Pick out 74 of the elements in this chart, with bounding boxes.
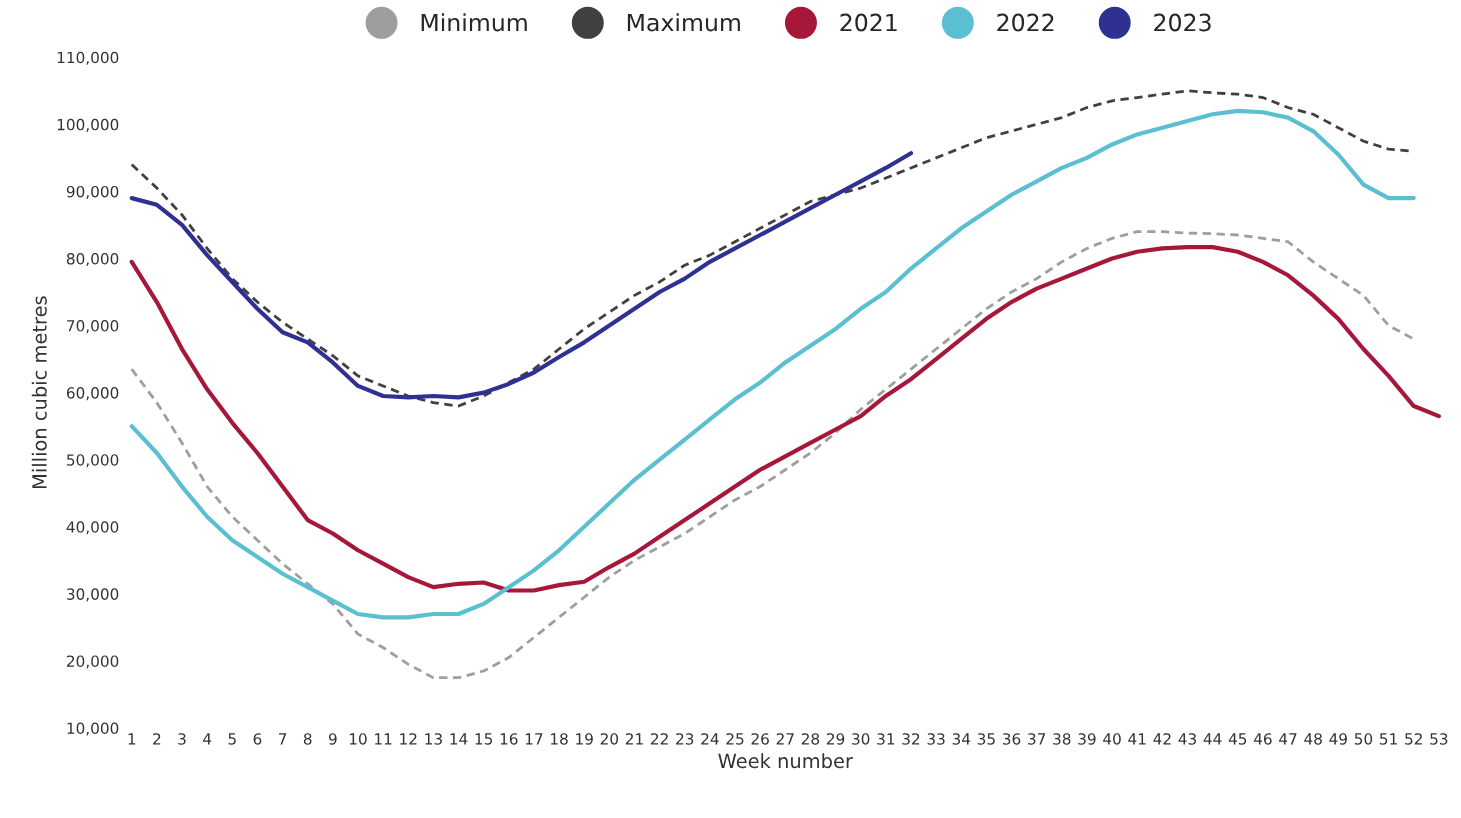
x-axis-title: Week number: [718, 753, 853, 769]
legend-label: 2021: [840, 13, 897, 32]
x-tick-label: 19: [576, 733, 593, 745]
x-tick-label: 50: [1354, 733, 1373, 745]
x-tick-label: 23: [676, 733, 694, 745]
x-tick-label: 40: [1103, 733, 1121, 745]
x-tick-label: 18: [551, 733, 568, 745]
x-tick-label: 27: [776, 733, 794, 745]
x-tick-label: 2: [153, 733, 161, 745]
y-tick-label: 80,000: [66, 252, 119, 267]
legend-label: Minimum: [421, 13, 527, 32]
x-tick-label: 9: [328, 733, 337, 745]
x-tick-label: 21: [625, 733, 643, 745]
x-tick-label: 15: [475, 733, 493, 745]
line-series: [129, 108, 1416, 620]
legend-label: 2023: [1154, 13, 1211, 32]
y-tick-label: 70,000: [67, 320, 119, 334]
x-tick-label: 22: [651, 733, 668, 745]
x-tick-label: 26: [751, 733, 769, 745]
x-tick-label: 3: [178, 733, 186, 745]
x-tick-label: 8: [303, 733, 312, 745]
x-tick-label: 46: [1253, 733, 1272, 745]
x-tick-label: 37: [1028, 733, 1046, 745]
legend-label: Maximum: [627, 13, 740, 32]
x-tick-label: 12: [400, 733, 417, 745]
x-tick-label: 28: [801, 733, 820, 745]
x-tick-label: 1: [128, 733, 136, 745]
x-tick-label: 42: [1153, 733, 1171, 745]
y-tick-label: 100,000: [57, 118, 119, 132]
x-tick-label: 53: [1430, 733, 1448, 745]
y-tick-label: 110,000: [57, 51, 119, 65]
x-tick-label: 31: [877, 733, 895, 745]
x-tick-label: 32: [902, 733, 920, 745]
x-tick-label: 20: [600, 733, 619, 745]
y-tick-label: 90,000: [66, 185, 119, 199]
x-tick-label: 49: [1329, 733, 1347, 745]
x-tick-label: 47: [1279, 733, 1297, 745]
x-tick-label: 24: [701, 733, 719, 745]
x-tick-label: 43: [1178, 733, 1196, 745]
x-tick-label: 5: [228, 733, 236, 745]
x-tick-label: 51: [1380, 733, 1397, 745]
x-tick-label: 13: [425, 733, 442, 745]
x-tick-label: 16: [500, 733, 518, 745]
x-tick-label: 7: [278, 733, 287, 745]
x-tick-label: 52: [1405, 733, 1422, 745]
line-series: [129, 245, 1441, 593]
x-tick-label: 34: [952, 733, 971, 745]
x-tick-label: 10: [349, 733, 367, 745]
y-axis-title: Million cubic metres: [31, 296, 47, 489]
y-tick-label: 40,000: [66, 521, 119, 535]
x-tick-label: 17: [525, 733, 543, 745]
x-tick-label: 35: [977, 733, 995, 745]
x-tick-label: 33: [927, 733, 945, 745]
x-tick-label: 39: [1078, 733, 1096, 745]
x-tick-label: 25: [726, 733, 744, 745]
x-tick-label: 36: [1002, 733, 1021, 745]
x-tick-label: 6: [253, 733, 262, 745]
legend-label: 2022: [997, 13, 1054, 32]
y-tick-label: 20,000: [66, 655, 119, 669]
x-tick-label: 29: [826, 733, 845, 745]
y-tick-label: 10,000: [67, 722, 119, 736]
x-tick-label: 38: [1053, 733, 1071, 745]
y-tick-label: 60,000: [66, 387, 119, 401]
x-tick-label: 4: [203, 733, 212, 745]
x-tick-label: 30: [852, 733, 870, 745]
line-series: [129, 151, 914, 400]
y-tick-label: 50,000: [67, 454, 119, 468]
x-tick-label: 11: [375, 733, 392, 745]
x-tick-label: 14: [450, 733, 468, 745]
x-tick-label: 45: [1228, 733, 1247, 745]
x-tick-label: 41: [1128, 733, 1146, 745]
y-tick-label: 30,000: [67, 588, 119, 602]
x-tick-label: 48: [1304, 733, 1322, 745]
x-tick-label: 44: [1203, 733, 1222, 745]
